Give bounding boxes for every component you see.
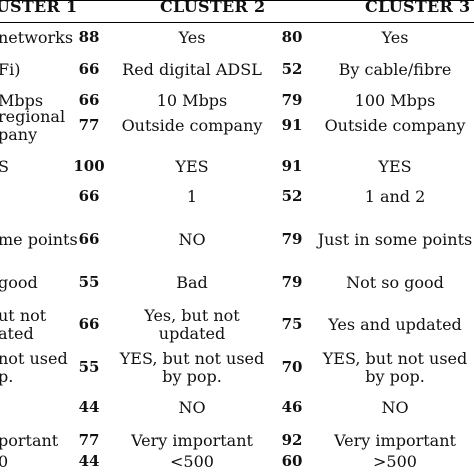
cluster3-value: YES [378,157,412,176]
cluster2-value: Yes, but not [144,306,240,325]
cluster2-percent: 77 [78,116,100,134]
cluster3-percent: 52 [281,187,303,205]
cluster3-percent: 70 [281,358,303,376]
cluster2-value: Very important [131,431,253,450]
cluster2-value: Bad [176,273,208,292]
cluster2-value: Red digital ADSL [122,60,262,79]
cluster3-value: Yes [381,28,409,47]
cluster3-percent: 79 [281,273,303,291]
cluster1-cell: Mbps [0,91,44,110]
cluster2-value: 10 Mbps [156,91,228,110]
cluster1-cell: S [0,157,9,176]
cluster3-value: NO [381,398,409,417]
cluster2-value: 1 [186,187,198,206]
cluster3-value: Just in some points [317,230,473,249]
cluster3-value: Outside company [324,116,466,135]
cluster3-percent: 75 [281,315,303,333]
cluster1-cell: ut not [0,306,47,325]
cluster2-value: YES, but not used [119,349,265,368]
cluster2-percent: 100 [73,157,105,175]
cluster1-cell: ated [0,324,34,343]
cluster2-value: updated [158,324,226,343]
top-rule [0,0,474,1]
cluster3-percent: 60 [281,452,303,470]
cluster3-value: By cable/fibre [338,60,452,79]
cluster1-cell: 0 [0,452,9,471]
cluster2-percent: 66 [78,91,100,109]
cluster3-percent: 80 [281,28,303,46]
cluster2-value: Outside company [121,116,263,135]
cluster3-percent: 91 [281,116,303,134]
cluster2-percent: 66 [78,315,100,333]
cluster3-percent: 52 [281,60,303,78]
cluster1-cell: not used [0,349,68,368]
cluster2-value: Yes [178,28,206,47]
cluster2-percent: 55 [78,273,100,291]
cluster1-cell: me points [0,230,78,249]
header-cluster3: CLUSTER 3 [365,0,471,16]
cluster2-percent: 77 [78,431,100,449]
header-rule [0,22,474,23]
cluster2-value: <500 [170,452,214,471]
header-cluster2: CLUSTER 2 [160,0,266,16]
cluster1-cell: portant [0,431,59,450]
cluster3-value: >500 [373,452,417,471]
cluster2-value: NO [178,398,206,417]
header-cluster1: CLUSTER 1 [0,0,78,16]
cluster3-value: Not so good [346,273,444,292]
cluster1-cell: networks [0,28,74,47]
cluster2-value: YES [175,157,209,176]
cluster3-percent: 79 [281,230,303,248]
cluster3-percent: 79 [281,91,303,109]
cluster3-value: 1 and 2 [364,187,426,206]
cluster3-value: by pop. [365,367,425,386]
cluster2-percent: 44 [78,452,100,470]
cluster1-cell: Fi) [0,60,21,79]
cluster3-percent: 46 [281,398,303,416]
cluster3-value: Yes and updated [328,315,462,334]
cluster1-cell: regional [0,107,66,126]
cluster2-percent: 66 [78,230,100,248]
cluster3-value: Very important [334,431,456,450]
cluster2-percent: 44 [78,398,100,416]
cluster1-cell: p. [0,367,14,386]
cluster2-value: by pop. [162,367,222,386]
cluster2-value: NO [178,230,206,249]
cluster1-cell: pany [0,125,38,144]
cluster3-percent: 92 [281,431,303,449]
cluster3-value: YES, but not used [322,349,468,368]
cluster3-value: 100 Mbps [354,91,436,110]
cluster3-percent: 91 [281,157,303,175]
cluster1-cell: good [0,273,38,292]
cluster2-percent: 88 [78,28,100,46]
cluster2-percent: 66 [78,60,100,78]
cluster2-percent: 55 [78,358,100,376]
cluster2-percent: 66 [78,187,100,205]
